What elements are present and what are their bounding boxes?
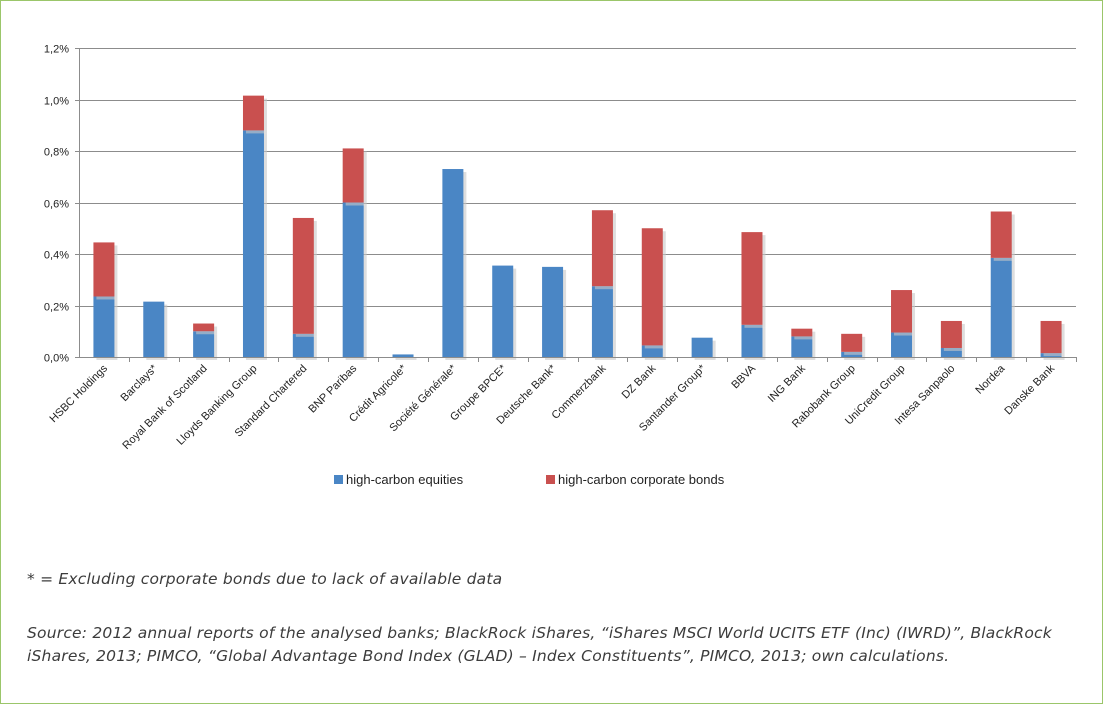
category-label: ING Bank bbox=[766, 362, 809, 405]
y-tick-label: 1,2% bbox=[44, 44, 69, 56]
legend: high-carbon equities high-carbon corporat… bbox=[334, 472, 725, 487]
bar-shadow bbox=[395, 357, 417, 360]
bar-equities bbox=[242, 130, 264, 357]
bar-equities bbox=[143, 301, 165, 357]
bar-equities bbox=[492, 265, 514, 357]
bar-equities bbox=[891, 332, 913, 357]
stacked-bar-chart: 0,0% 0,2% 0,4% 0,6% 0,8% 1,0% 1,2% HSBC Holdin… bbox=[44, 44, 1077, 487]
bar-equities bbox=[741, 324, 763, 357]
y-tick-label: 0,8% bbox=[44, 147, 69, 159]
bar-bonds bbox=[342, 148, 364, 203]
category-label: DZ Bank bbox=[620, 362, 659, 401]
category-label: Danske Bank bbox=[1002, 362, 1057, 417]
bar-bonds bbox=[990, 211, 1012, 258]
source-note: Source: 2012 annual reports of the analy… bbox=[27, 624, 1052, 665]
legend-swatch-bonds bbox=[546, 475, 555, 484]
bar-bonds bbox=[242, 95, 264, 131]
bar-equities bbox=[392, 354, 414, 357]
bar-equities bbox=[292, 333, 314, 357]
y-tick-label: 0,0% bbox=[44, 353, 69, 365]
bar-equities bbox=[940, 347, 962, 357]
bar-bonds bbox=[292, 217, 314, 334]
bar-bonds bbox=[791, 328, 813, 337]
bar-bonds bbox=[193, 323, 215, 332]
bar-equities bbox=[591, 286, 613, 357]
bar-equities bbox=[990, 257, 1012, 357]
bar-bonds bbox=[891, 290, 913, 333]
y-axis: 0,0% 0,2% 0,4% 0,6% 0,8% 1,0% 1,2% bbox=[44, 44, 80, 365]
gridlines bbox=[75, 48, 1076, 358]
category-label: Royal Bank of Scotland bbox=[120, 363, 209, 452]
category-label: BNP Paribas bbox=[306, 362, 359, 415]
legend-label: high-carbon equities bbox=[346, 472, 464, 487]
y-tick-label: 0,4% bbox=[44, 250, 69, 262]
bars bbox=[93, 95, 1065, 360]
bar-equities bbox=[442, 169, 464, 357]
bar-bonds bbox=[93, 242, 115, 297]
bar-bonds bbox=[591, 210, 613, 287]
bar-bonds bbox=[841, 333, 863, 352]
footnote: * = Excluding corporate bonds due to lac… bbox=[27, 570, 503, 588]
category-label: HSBC Holdings bbox=[48, 362, 111, 425]
bar-equities bbox=[542, 266, 564, 357]
legend-label: high-carbon corporate bonds bbox=[558, 472, 725, 487]
bar-equities bbox=[342, 202, 364, 357]
bar-bonds bbox=[940, 320, 962, 348]
bar-equities bbox=[691, 337, 713, 357]
bar-equities bbox=[193, 331, 215, 357]
bar-bonds bbox=[741, 232, 763, 325]
bar-equities bbox=[641, 345, 663, 357]
bar-equities bbox=[791, 336, 813, 357]
bar-bonds bbox=[641, 228, 663, 346]
legend-swatch-equities bbox=[334, 475, 343, 484]
category-label: Nordea bbox=[973, 362, 1008, 397]
y-tick-label: 0,6% bbox=[44, 199, 69, 211]
y-tick-label: 0,2% bbox=[44, 302, 69, 314]
bar-bonds bbox=[1040, 320, 1062, 354]
category-label: Barclays* bbox=[119, 362, 161, 404]
bar-equities bbox=[93, 296, 115, 357]
x-axis: HSBC Holdings Barclays*Royal Bank of Scot… bbox=[48, 357, 1077, 452]
category-label: BBVA bbox=[729, 362, 758, 391]
bar-shadow bbox=[1043, 356, 1065, 360]
y-tick-label: 1,0% bbox=[44, 96, 69, 108]
